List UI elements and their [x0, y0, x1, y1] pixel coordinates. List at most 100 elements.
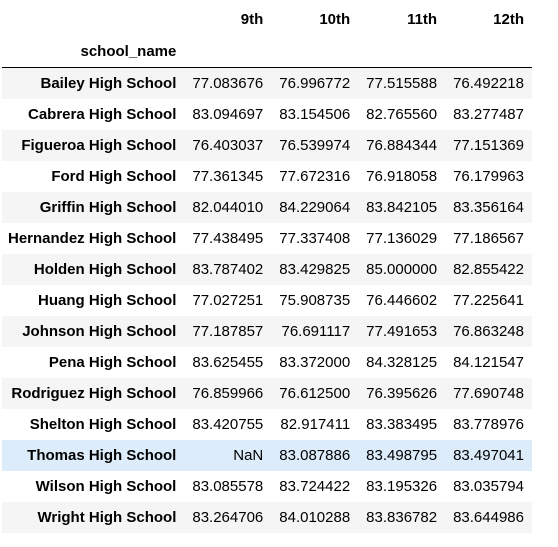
cell-9th: 83.625455: [192, 353, 264, 371]
cell-11th: 77.515588: [366, 74, 438, 92]
table-row[interactable]: Rodriguez High School 76.859966 76.612500 7…: [2, 377, 532, 409]
cell-11th: 77.491653: [366, 322, 438, 340]
cell-12th: 83.356164: [453, 198, 524, 216]
cell-10th: 77.672316: [279, 167, 351, 185]
row-index-school-name: Thomas High School: [27, 446, 177, 464]
cell-10th: 76.612500: [279, 384, 351, 402]
row-index-school-name: Bailey High School: [40, 74, 177, 92]
row-index-school-name: Hernandez High School: [8, 229, 177, 247]
table-body: Bailey High School 77.083676 76.996772 77.5…: [2, 67, 532, 533]
table-row[interactable]: Bailey High School 77.083676 76.996772 77.5…: [2, 67, 532, 99]
table-row[interactable]: Holden High School 83.787402 83.429825 85.0…: [2, 253, 532, 285]
column-header-12th: 12th: [445, 4, 532, 35]
cell-10th: 83.087886: [279, 446, 351, 464]
cell-10th: 84.010288: [279, 508, 351, 526]
cell-11th: 76.446602: [366, 291, 438, 309]
cell-10th: 76.996772: [279, 74, 351, 92]
cell-12th: 84.121547: [453, 353, 524, 371]
cell-11th: 76.395626: [366, 384, 438, 402]
row-index-school-name: Johnson High School: [22, 322, 177, 340]
cell-11th: 82.765560: [366, 105, 438, 123]
table-row[interactable]: Thomas High School NaN 83.087886 83.498795 8…: [2, 439, 532, 471]
cell-12th: 83.497041: [453, 446, 524, 464]
cell-11th: 84.328125: [366, 353, 438, 371]
column-header-10th: 10th: [271, 4, 359, 35]
cell-9th: 77.027251: [192, 291, 264, 309]
column-header-11th: 11th: [358, 4, 446, 35]
cell-11th: 76.918058: [366, 167, 438, 185]
table-row[interactable]: Wilson High School 83.085578 83.724422 83.1…: [2, 470, 532, 502]
row-index-school-name: Figueroa High School: [21, 136, 177, 154]
cell-10th: 76.691117: [281, 322, 351, 340]
column-header-9th: 9th: [184, 4, 272, 35]
cell-12th: 77.690748: [453, 384, 524, 402]
cell-12th: 83.035794: [453, 477, 524, 495]
row-index-school-name: Shelton High School: [29, 415, 177, 433]
cell-12th: 83.277487: [453, 105, 524, 123]
row-index-school-name: Wilson High School: [35, 477, 177, 495]
table-header: 9th 10th 11th 12th school_name: [2, 4, 532, 68]
row-index-school-name: Ford High School: [51, 167, 177, 185]
cell-9th: 83.420755: [192, 415, 264, 433]
cell-12th: 76.492218: [453, 74, 524, 92]
cell-10th: 75.908735: [279, 291, 351, 309]
table-row[interactable]: Ford High School 77.361345 77.672316 76.918…: [2, 160, 532, 192]
cell-11th: 83.836782: [366, 508, 438, 526]
cell-12th: 77.225641: [453, 291, 524, 309]
cell-10th: 83.372000: [279, 353, 351, 371]
row-index-school-name: Holden High School: [33, 260, 177, 278]
cell-12th: 83.644986: [453, 508, 524, 526]
cell-10th: 83.724422: [279, 477, 351, 495]
cell-10th: 83.154506: [279, 105, 351, 123]
table-row[interactable]: Pena High School 83.625455 83.372000 84.328…: [2, 346, 532, 378]
table-row[interactable]: Shelton High School 83.420755 82.917411 83.…: [2, 408, 532, 440]
row-index-school-name: Huang High School: [38, 291, 177, 309]
table-row[interactable]: Figueroa High School 76.403037 76.539974 76…: [2, 129, 532, 161]
cell-11th: 85.000000: [366, 260, 438, 278]
cell-12th: 77.186567: [453, 229, 524, 247]
cell-11th: 83.498795: [366, 446, 438, 464]
table-row[interactable]: Wright High School 83.264706 84.010288 83.8…: [2, 501, 532, 533]
cell-12th: 82.855422: [453, 260, 524, 278]
cell-9th: 76.859966: [192, 384, 264, 402]
corner-cell: [2, 4, 185, 35]
cell-11th: 76.884344: [366, 136, 438, 154]
cell-9th: 77.083676: [192, 74, 264, 92]
cell-9th: 83.264706: [192, 508, 264, 526]
cell-10th: 77.337408: [279, 229, 351, 247]
column-header-row: 9th 10th 11th 12th: [2, 4, 532, 35]
cell-12th: 77.151369: [453, 136, 524, 154]
table-row[interactable]: Johnson High School 77.187857 76.691117 77.…: [2, 315, 532, 347]
cell-9th: 77.187857: [192, 322, 264, 340]
cell-11th: 83.383495: [366, 415, 438, 433]
cell-9th: NaN: [233, 446, 264, 464]
row-index-school-name: Wright High School: [37, 508, 177, 526]
cell-12th: 83.778976: [453, 415, 524, 433]
row-index-school-name: Pena High School: [48, 353, 177, 371]
row-index-school-name: Griffin High School: [39, 198, 177, 216]
index-name-row: school_name: [2, 35, 532, 68]
dataframe-table: 9th 10th 11th 12th school_name Bailey Hi…: [2, 4, 532, 533]
cell-9th: 76.403037: [192, 136, 264, 154]
cell-10th: 82.917411: [280, 415, 351, 433]
table-row[interactable]: Huang High School 77.027251 75.908735 76.44…: [2, 284, 532, 316]
table-row[interactable]: Cabrera High School 83.094697 83.154506 82.…: [2, 98, 532, 130]
cell-9th: 83.094697: [192, 105, 264, 123]
cell-11th: 83.842105: [366, 198, 438, 216]
cell-10th: 83.429825: [279, 260, 351, 278]
row-index-school-name: Rodriguez High School: [11, 384, 177, 402]
table-row[interactable]: Hernandez High School 77.438495 77.337408 7…: [2, 222, 532, 254]
cell-10th: 76.539974: [279, 136, 351, 154]
cell-10th: 84.229064: [279, 198, 351, 216]
cell-9th: 77.361345: [192, 167, 264, 185]
table-row[interactable]: Griffin High School 82.044010 84.229064 83.…: [2, 191, 532, 223]
cell-11th: 83.195326: [366, 477, 438, 495]
cell-9th: 83.085578: [192, 477, 264, 495]
cell-9th: 77.438495: [192, 229, 264, 247]
row-index-school-name: Cabrera High School: [28, 105, 177, 123]
cell-9th: 83.787402: [192, 260, 264, 278]
cell-9th: 82.044010: [192, 198, 264, 216]
index-name-label: school_name: [2, 35, 185, 68]
cell-11th: 77.136029: [366, 229, 438, 247]
